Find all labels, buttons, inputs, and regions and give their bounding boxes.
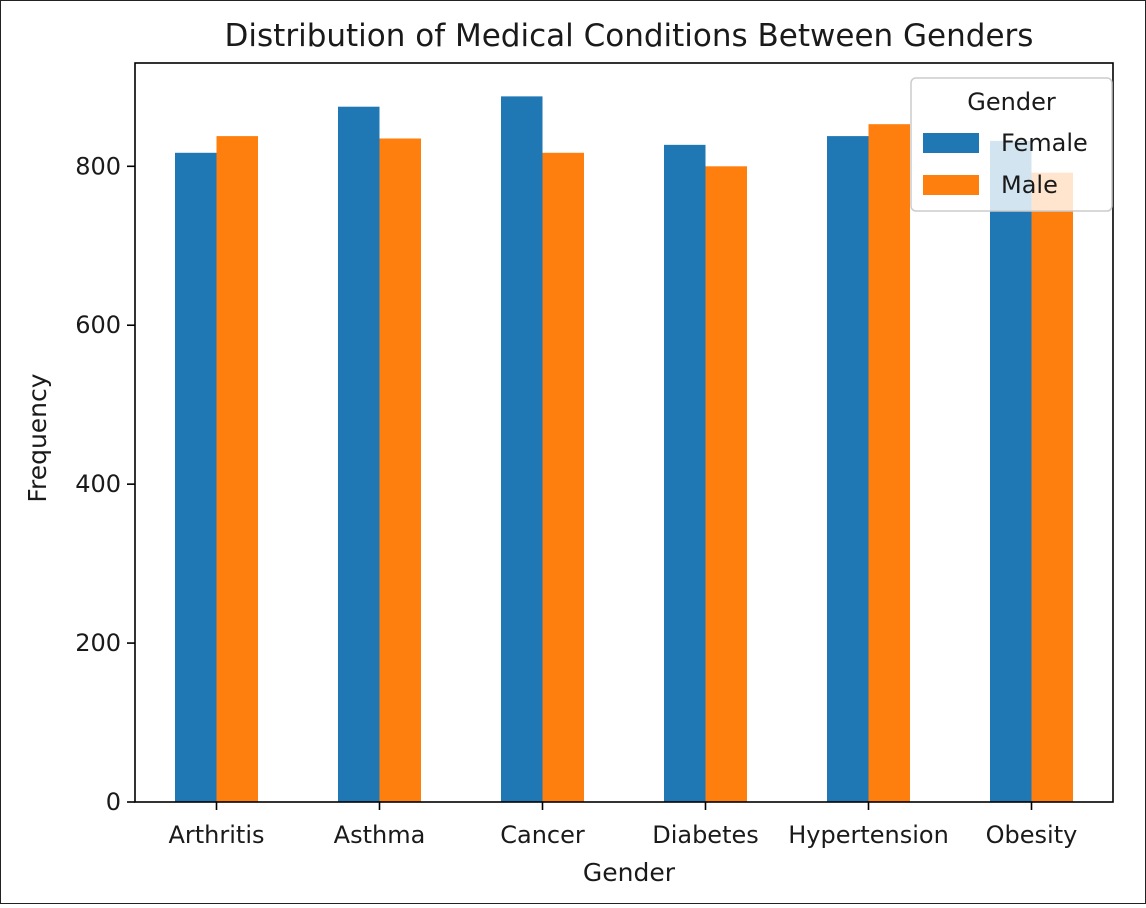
legend-label-female: Female bbox=[1001, 129, 1088, 157]
legend: Gender Female Male bbox=[910, 77, 1113, 212]
bar-male-asthma bbox=[379, 138, 421, 802]
bar-female-hypertension bbox=[827, 136, 869, 803]
x-tick-label: Hypertension bbox=[788, 821, 949, 849]
y-axis-label: Frequency bbox=[23, 373, 52, 502]
chart-title: Distribution of Medical Conditions Betwe… bbox=[225, 18, 1034, 54]
x-tick-label: Diabetes bbox=[652, 821, 759, 849]
bar-male-diabetes bbox=[705, 166, 747, 802]
x-tick-label: Cancer bbox=[500, 821, 585, 849]
bar-female-asthma bbox=[338, 106, 380, 803]
y-tick-label: 800 bbox=[75, 152, 121, 180]
legend-swatch-female bbox=[923, 133, 979, 153]
bar-female-arthritis bbox=[175, 152, 217, 802]
y-tick-label: 0 bbox=[106, 788, 121, 816]
bar-male-obesity bbox=[1031, 172, 1073, 802]
x-tick-label: Arthritis bbox=[168, 821, 264, 849]
x-tick-label: Obesity bbox=[986, 821, 1078, 849]
bar-female-obesity bbox=[990, 140, 1032, 803]
x-tick-label: Asthma bbox=[334, 821, 426, 849]
y-tick-label: 200 bbox=[75, 629, 121, 657]
plot-area: 0 200 400 600 800 Arthritis Asthma Cancer Diabet… bbox=[75, 62, 1114, 849]
legend-label-male: Male bbox=[1001, 171, 1058, 199]
bar-male-arthritis bbox=[216, 136, 258, 803]
bar-female-cancer bbox=[501, 96, 543, 802]
y-tick-label: 600 bbox=[75, 311, 121, 339]
legend-title: Gender bbox=[967, 88, 1056, 116]
x-axis-label: Gender bbox=[583, 858, 676, 887]
bar-male-cancer bbox=[542, 152, 584, 802]
y-tick-label: 400 bbox=[75, 470, 121, 498]
axes-frame bbox=[134, 62, 1114, 803]
bar-female-diabetes bbox=[664, 144, 706, 802]
bar-male-hypertension bbox=[868, 124, 910, 802]
legend-swatch-male bbox=[923, 175, 979, 195]
